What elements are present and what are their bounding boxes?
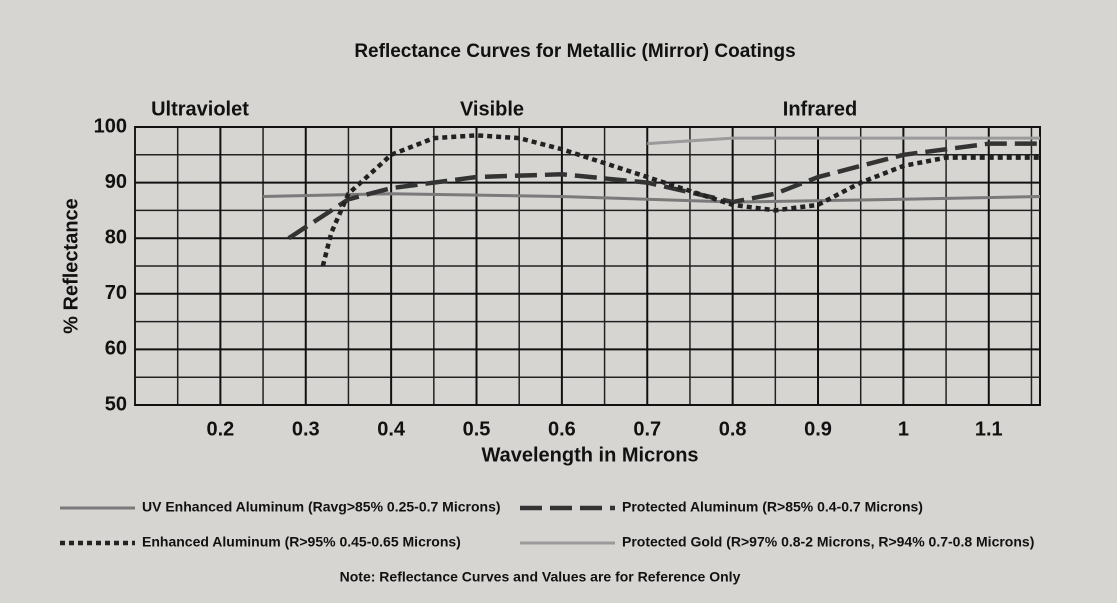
legend-label: Protected Gold (R>97% 0.8-2 Microns, R>9… xyxy=(622,534,1034,550)
note: Note: Reflectance Curves and Values are … xyxy=(340,569,741,585)
series-line xyxy=(647,136,1040,146)
series-line xyxy=(287,141,1040,241)
y-tick-label: 60 xyxy=(105,338,127,360)
x-tick-label: 0.9 xyxy=(804,418,832,440)
x-tick-label: 1.1 xyxy=(975,418,1003,440)
x-tick-label: 1 xyxy=(898,418,909,440)
region-label: Ultraviolet xyxy=(151,98,249,120)
x-axis-label: Wavelength in Microns xyxy=(481,444,698,466)
y-tick-label: 100 xyxy=(94,115,127,137)
y-tick-label: 50 xyxy=(105,393,127,415)
y-tick-label: 90 xyxy=(105,171,127,193)
x-tick-label: 0.8 xyxy=(719,418,747,440)
y-axis-label: % Reflectance xyxy=(60,198,82,334)
region-label: Visible xyxy=(460,98,524,120)
legend-label: UV Enhanced Aluminum (Ravg>85% 0.25-0.7 … xyxy=(142,499,501,515)
x-tick-label: 0.5 xyxy=(463,418,491,440)
y-tick-label: 70 xyxy=(105,282,127,304)
x-tick-label: 0.2 xyxy=(206,418,234,440)
x-tick-label: 0.7 xyxy=(633,418,661,440)
series-line xyxy=(263,192,1041,204)
legend-label: Protected Aluminum (R>85% 0.4-0.7 Micron… xyxy=(622,499,923,515)
x-tick-label: 0.3 xyxy=(292,418,320,440)
y-tick-label: 80 xyxy=(105,226,127,248)
series-line xyxy=(320,133,1040,267)
chart-title: Reflectance Curves for Metallic (Mirror)… xyxy=(354,41,795,62)
x-tick-label: 0.4 xyxy=(377,418,406,440)
x-tick-label: 0.6 xyxy=(548,418,576,440)
region-label: Infrared xyxy=(783,98,857,120)
legend-label: Enhanced Aluminum (R>95% 0.45-0.65 Micro… xyxy=(142,534,461,550)
